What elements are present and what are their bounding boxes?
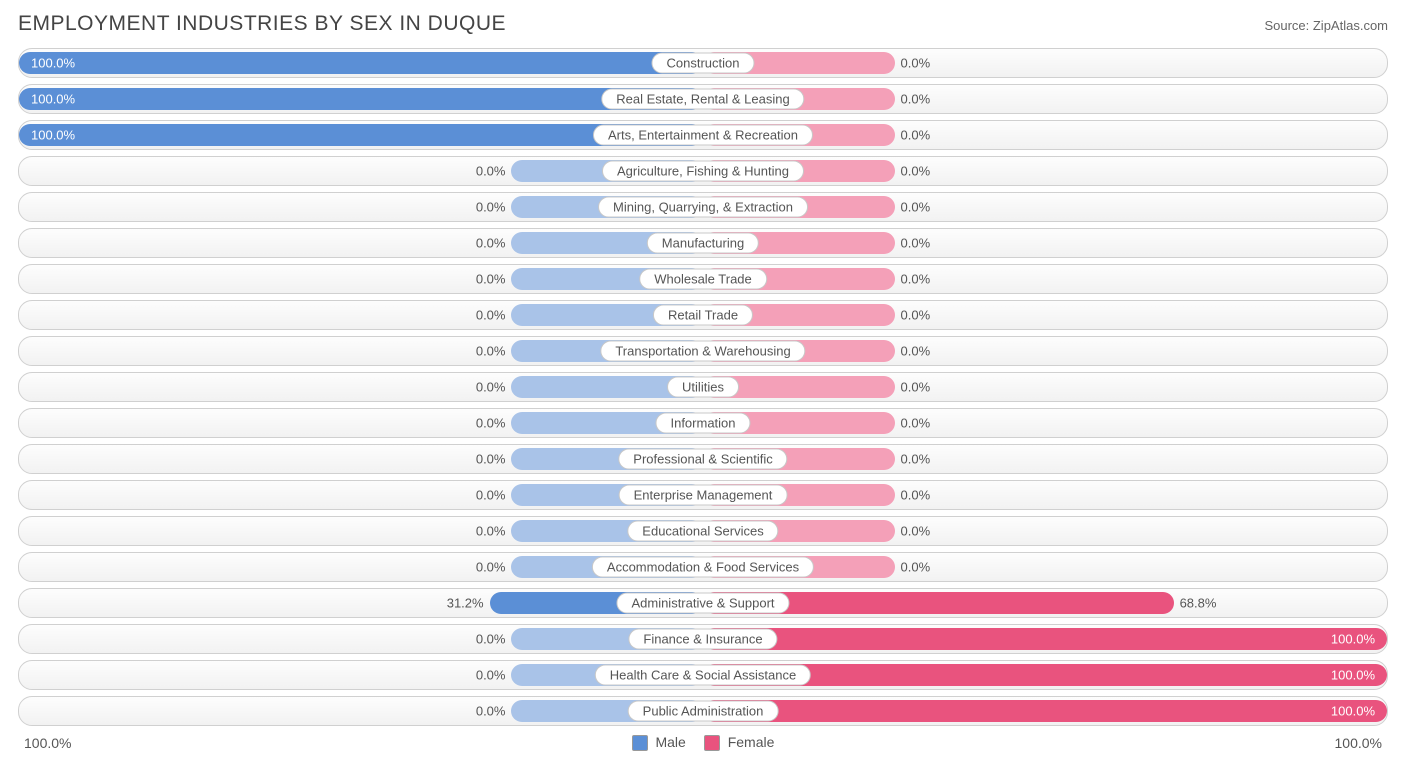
axis-left-label: 100.0% xyxy=(24,735,71,751)
female-value-label: 100.0% xyxy=(1331,704,1375,719)
female-value-label: 0.0% xyxy=(901,200,931,215)
female-value-label: 0.0% xyxy=(901,416,931,431)
female-value-label: 0.0% xyxy=(901,380,931,395)
male-value-label: 100.0% xyxy=(31,56,75,71)
chart-row: 0.0% 0.0% Transportation & Warehousing xyxy=(18,336,1388,366)
row-label-pill: Health Care & Social Assistance xyxy=(595,665,811,686)
male-value-label: 31.2% xyxy=(447,596,484,611)
row-label-pill: Construction xyxy=(652,53,755,74)
chart-row: 0.0% 0.0% Mining, Quarrying, & Extraction xyxy=(18,192,1388,222)
male-value-label: 100.0% xyxy=(31,128,75,143)
row-label-pill: Transportation & Warehousing xyxy=(600,341,805,362)
male-value-label: 0.0% xyxy=(476,380,506,395)
female-bar xyxy=(703,628,1387,650)
row-label-pill: Administrative & Support xyxy=(616,593,789,614)
row-label-pill: Utilities xyxy=(667,377,739,398)
male-value-label: 0.0% xyxy=(476,704,506,719)
male-value-label: 0.0% xyxy=(476,272,506,287)
legend-male-label: Male xyxy=(655,734,685,750)
male-value-label: 0.0% xyxy=(476,524,506,539)
chart-row: 100.0% 0.0% Real Estate, Rental & Leasing xyxy=(18,84,1388,114)
female-value-label: 0.0% xyxy=(901,272,931,287)
chart-title: EMPLOYMENT INDUSTRIES BY SEX IN DUQUE xyxy=(18,12,506,36)
chart-row: 0.0% 0.0% Professional & Scientific xyxy=(18,444,1388,474)
row-label-pill: Manufacturing xyxy=(647,233,759,254)
male-value-label: 0.0% xyxy=(476,668,506,683)
chart-row: 0.0% 0.0% Agriculture, Fishing & Hunting xyxy=(18,156,1388,186)
legend-female: Female xyxy=(704,734,775,751)
chart-row: 0.0% 0.0% Manufacturing xyxy=(18,228,1388,258)
male-value-label: 0.0% xyxy=(476,308,506,323)
row-label-pill: Mining, Quarrying, & Extraction xyxy=(598,197,808,218)
chart-row: 0.0% 0.0% Enterprise Management xyxy=(18,480,1388,510)
chart-area: 100.0% 0.0% Construction 100.0% 0.0% Real Est… xyxy=(18,48,1388,726)
male-value-label: 0.0% xyxy=(476,416,506,431)
chart-row: 31.2% 68.8% Administrative & Support xyxy=(18,588,1388,618)
row-label-pill: Enterprise Management xyxy=(619,485,788,506)
female-swatch-icon xyxy=(704,735,720,751)
female-value-label: 0.0% xyxy=(901,236,931,251)
chart-row: 100.0% 0.0% Arts, Entertainment & Recreati… xyxy=(18,120,1388,150)
male-value-label: 0.0% xyxy=(476,560,506,575)
row-label-pill: Arts, Entertainment & Recreation xyxy=(593,125,813,146)
row-label-pill: Educational Services xyxy=(627,521,778,542)
chart-row: 0.0% 0.0% Utilities xyxy=(18,372,1388,402)
row-label-pill: Accommodation & Food Services xyxy=(592,557,814,578)
legend: Male Female xyxy=(632,734,775,751)
female-value-label: 0.0% xyxy=(901,344,931,359)
chart-row: 0.0% 0.0% Information xyxy=(18,408,1388,438)
source-label: Source: ZipAtlas.com xyxy=(1264,18,1388,33)
chart-row: 0.0% 100.0% Public Administration xyxy=(18,696,1388,726)
female-value-label: 0.0% xyxy=(901,164,931,179)
row-label-pill: Wholesale Trade xyxy=(639,269,767,290)
female-value-label: 0.0% xyxy=(901,452,931,467)
male-swatch-icon xyxy=(632,735,648,751)
male-value-label: 100.0% xyxy=(31,92,75,107)
female-value-label: 68.8% xyxy=(1180,596,1217,611)
row-label-pill: Agriculture, Fishing & Hunting xyxy=(602,161,804,182)
legend-male: Male xyxy=(632,734,686,751)
male-value-label: 0.0% xyxy=(476,200,506,215)
female-value-label: 0.0% xyxy=(901,308,931,323)
male-value-label: 0.0% xyxy=(476,452,506,467)
female-value-label: 0.0% xyxy=(901,560,931,575)
chart-row: 100.0% 0.0% Construction xyxy=(18,48,1388,78)
chart-row: 0.0% 0.0% Wholesale Trade xyxy=(18,264,1388,294)
row-label-pill: Professional & Scientific xyxy=(618,449,787,470)
chart-row: 0.0% 0.0% Retail Trade xyxy=(18,300,1388,330)
female-value-label: 0.0% xyxy=(901,56,931,71)
female-value-label: 0.0% xyxy=(901,128,931,143)
chart-row: 0.0% 100.0% Health Care & Social Assistanc… xyxy=(18,660,1388,690)
axis-right-label: 100.0% xyxy=(1335,735,1382,751)
chart-row: 0.0% 0.0% Accommodation & Food Services xyxy=(18,552,1388,582)
chart-row: 0.0% 0.0% Educational Services xyxy=(18,516,1388,546)
female-value-label: 0.0% xyxy=(901,524,931,539)
female-value-label: 100.0% xyxy=(1331,668,1375,683)
male-value-label: 0.0% xyxy=(476,488,506,503)
female-value-label: 100.0% xyxy=(1331,632,1375,647)
female-bar xyxy=(703,700,1387,722)
legend-female-label: Female xyxy=(728,734,775,750)
male-value-label: 0.0% xyxy=(476,344,506,359)
row-label-pill: Public Administration xyxy=(628,701,779,722)
row-label-pill: Finance & Insurance xyxy=(628,629,777,650)
female-value-label: 0.0% xyxy=(901,92,931,107)
male-bar xyxy=(19,52,703,74)
female-value-label: 0.0% xyxy=(901,488,931,503)
chart-row: 0.0% 100.0% Finance & Insurance xyxy=(18,624,1388,654)
male-value-label: 0.0% xyxy=(476,632,506,647)
male-value-label: 0.0% xyxy=(476,236,506,251)
row-label-pill: Real Estate, Rental & Leasing xyxy=(601,89,804,110)
row-label-pill: Information xyxy=(655,413,750,434)
row-label-pill: Retail Trade xyxy=(653,305,753,326)
male-value-label: 0.0% xyxy=(476,164,506,179)
